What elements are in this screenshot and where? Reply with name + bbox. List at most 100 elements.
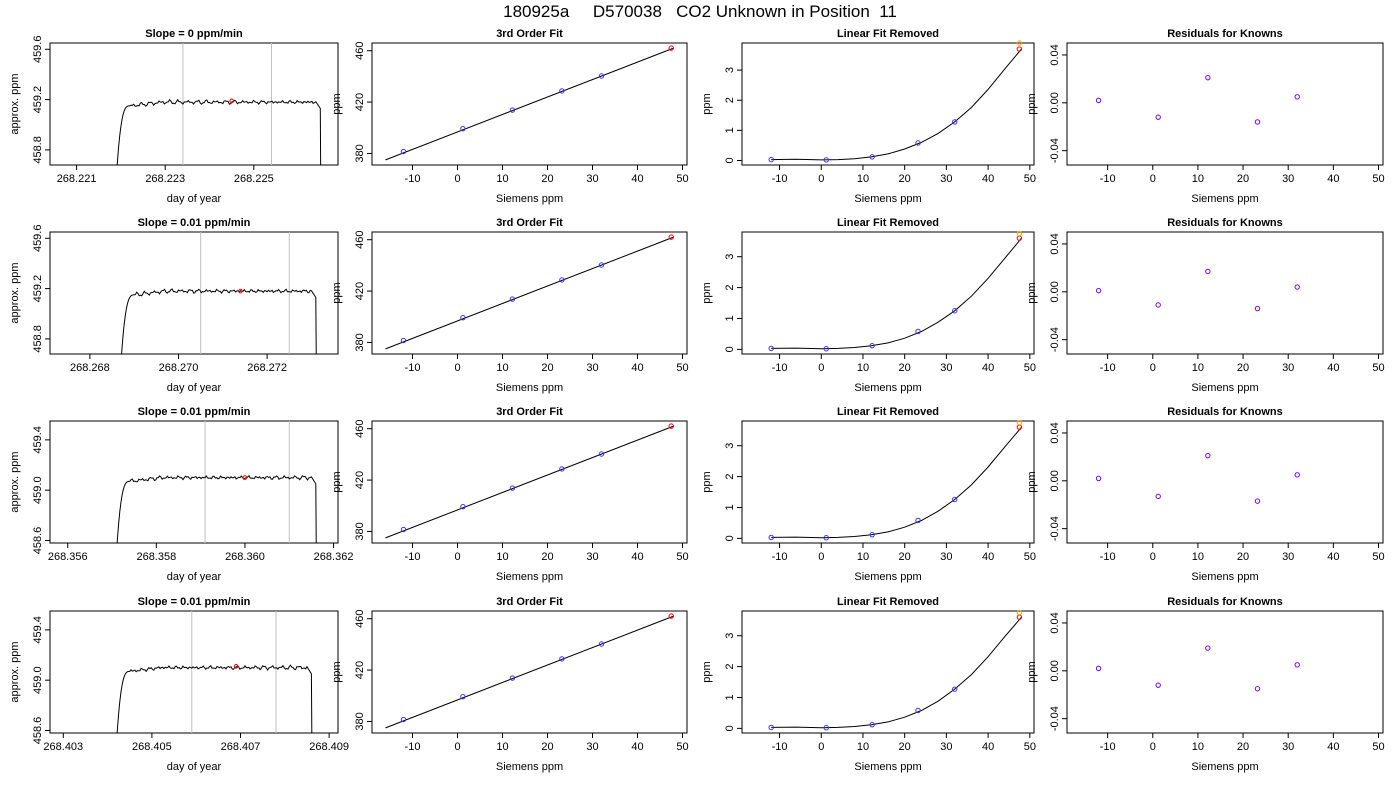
x-tick-label: 30	[1282, 741, 1294, 753]
y-axis-label: ppm	[701, 661, 713, 682]
x-tick-label: 30	[940, 741, 952, 753]
y-tick-label: 3	[724, 633, 736, 639]
y-axis-label: ppm	[331, 661, 343, 682]
chart-title: Linear Fit Removed	[837, 596, 939, 608]
known-point	[823, 346, 829, 352]
known-point	[460, 693, 466, 700]
chart-r2-res: Residuals for Knowns Siemens ppm ppm -10 0 10…	[1026, 217, 1385, 394]
plot-area	[116, 611, 313, 733]
y-tick-label: 459.2	[32, 275, 44, 303]
chart-title: 3rd Order Fit	[496, 596, 563, 608]
x-axis-label: Siemens ppm	[854, 382, 921, 394]
x-tick-label: 30	[586, 362, 598, 374]
x-tick-label: 268.409	[309, 741, 349, 753]
unknown-point	[668, 423, 674, 429]
y-tick-label: 458.6	[32, 717, 44, 745]
residual-point	[1294, 472, 1300, 478]
x-tick-label: 50	[1372, 362, 1384, 374]
x-tick-label: 20	[541, 173, 553, 185]
plot-frame	[1066, 420, 1384, 544]
x-tick-label: 10	[496, 741, 508, 753]
x-tick-label: 50	[1024, 741, 1036, 753]
known-point	[509, 485, 516, 491]
y-axis-label: ppm	[331, 282, 343, 303]
x-tick-label: 268.221	[57, 173, 97, 185]
unknown-point	[668, 613, 674, 619]
x-tick-label: 30	[586, 741, 598, 753]
x-axis-label: Siemens ppm	[1191, 382, 1258, 394]
y-tick-label: -0.04	[1049, 138, 1061, 163]
trace-line	[116, 664, 313, 733]
y-tick-label: -0.04	[1049, 327, 1061, 352]
x-tick-label: -10	[1100, 173, 1116, 185]
unknown-alt-point	[1016, 230, 1023, 237]
x-tick-label: 0	[818, 741, 824, 753]
y-tick-label: 3	[724, 67, 736, 73]
unknown-alt-point	[1016, 40, 1023, 46]
x-tick-label: 40	[631, 173, 643, 185]
x-axis-label: day of year	[167, 761, 222, 773]
x-tick-label: 10	[857, 362, 869, 374]
y-tick-label: 420	[354, 661, 366, 679]
y-tick-label: 1	[724, 694, 736, 700]
x-tick-label: 10	[496, 173, 508, 185]
plot-area	[768, 424, 1023, 541]
chart-title: Linear Fit Removed	[837, 217, 939, 229]
plot-frame	[741, 231, 1035, 355]
x-tick-label: 20	[541, 551, 553, 563]
x-tick-label: 0	[454, 362, 460, 374]
y-tick-label: -0.04	[1049, 706, 1061, 731]
x-tick-label: 10	[1192, 362, 1204, 374]
x-tick-label: -10	[772, 362, 788, 374]
chart-title: Slope = 0.01 ppm/min	[138, 217, 251, 229]
x-tick-label: 40	[1327, 362, 1339, 374]
x-axis-label: Siemens ppm	[1191, 571, 1258, 583]
x-tick-label: 268.403	[43, 741, 83, 753]
y-tick-label: 458.6	[32, 527, 44, 555]
known-point	[598, 262, 605, 268]
x-tick-label: 30	[1282, 362, 1294, 374]
x-tick-label: -10	[1100, 362, 1116, 374]
chart-r1-ts: Slope = 0 ppm/min day of year approx. ppm 2…	[9, 28, 339, 205]
residual-point	[1205, 452, 1211, 459]
y-tick-label: 2	[724, 97, 736, 103]
x-tick-label: 30	[940, 551, 952, 563]
known-point	[460, 125, 466, 132]
plot-frame	[49, 610, 339, 734]
plot-frame	[1066, 231, 1384, 355]
known-point	[869, 531, 875, 538]
chart-r3-fit: 3rd Order Fit Siemens ppm ppm -10 0 10 20 30 40 5…	[331, 406, 689, 583]
known-point	[869, 154, 875, 160]
known-point	[460, 314, 466, 321]
x-tick-label: 10	[496, 362, 508, 374]
x-tick-label: -10	[772, 551, 788, 563]
x-tick-label: 50	[1024, 551, 1036, 563]
x-tick-label: 50	[676, 551, 688, 563]
chart-r1-res: Residuals for Knowns Siemens ppm ppm -10 0 10…	[1026, 28, 1385, 205]
x-tick-label: 40	[1327, 551, 1339, 563]
residual-point	[1205, 645, 1211, 651]
known-point	[768, 345, 774, 352]
chart-r1-fit: 3rd Order Fit Siemens ppm ppm -10 0 10 20 30 40 5…	[331, 28, 689, 205]
plot-area	[1095, 645, 1300, 692]
x-tick-label: 10	[857, 173, 869, 185]
x-tick-label: 268.360	[225, 551, 265, 563]
x-tick-label: 10	[1192, 551, 1204, 563]
y-axis-label: ppm	[1026, 282, 1038, 303]
x-tick-label: 40	[982, 362, 994, 374]
fit-curve	[771, 237, 1022, 350]
known-point	[460, 503, 466, 510]
unknown-alt-point	[1016, 419, 1023, 426]
y-axis-label: ppm	[701, 282, 713, 303]
y-tick-label: 0.04	[1049, 233, 1061, 254]
residual-point	[1205, 268, 1211, 275]
y-tick-label: 0.04	[1049, 422, 1061, 443]
known-point	[509, 296, 516, 302]
mean-marker	[229, 98, 234, 104]
plot-frame	[49, 42, 339, 166]
x-tick-label: 20	[541, 741, 553, 753]
y-tick-label: 459.6	[32, 225, 44, 253]
plot-area	[116, 421, 317, 543]
